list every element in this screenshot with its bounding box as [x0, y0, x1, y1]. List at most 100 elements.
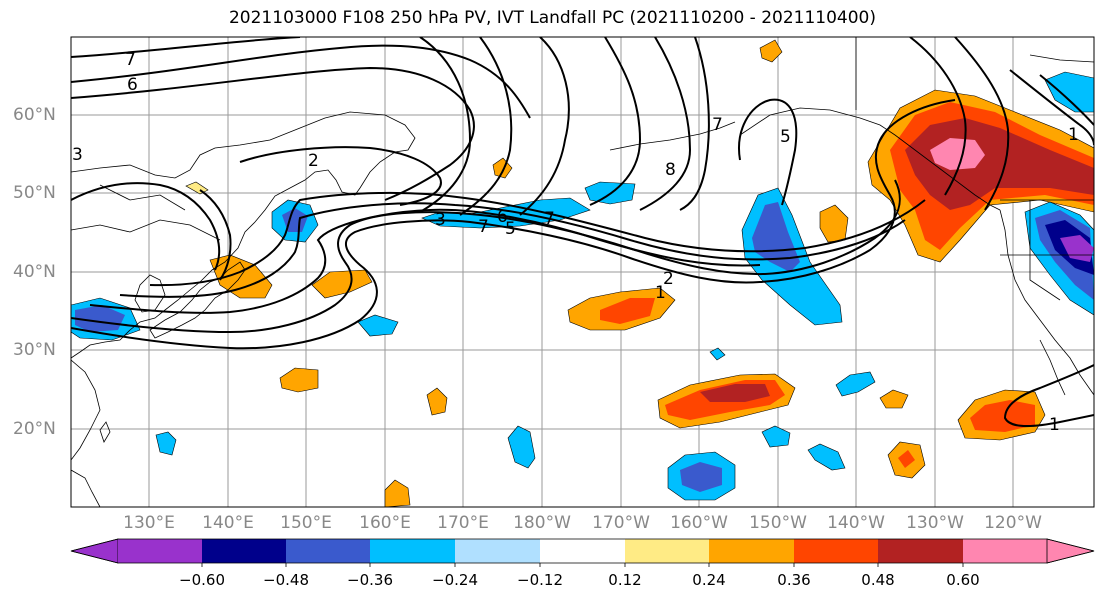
alaska-coast: [739, 107, 1001, 211]
contour-label: 5: [780, 127, 791, 147]
contour-label: 3: [72, 145, 83, 165]
taiwan: [99, 421, 111, 443]
warm-135w-inner: [898, 450, 915, 468]
pv-jet-4: [119, 202, 906, 298]
colorbar-tick-label: 0.12: [608, 571, 642, 589]
warm-160e-south: [384, 479, 411, 507]
cool-145w-south: [807, 443, 846, 471]
colorbar: [70, 538, 1095, 567]
pv-contour-east2: [954, 37, 1010, 211]
pv-contour-2-kam: [239, 146, 442, 206]
pv-contour-5-ridge: [738, 98, 798, 206]
cool-160w-small: [709, 347, 726, 361]
colorbar-bin: [455, 539, 540, 563]
contour-label: 5: [505, 219, 516, 239]
pv-contour-kamchatka: [199, 189, 232, 281]
positive-anomalies: [185, 39, 1094, 507]
colorbar-bin: [118, 539, 202, 563]
warm-170e: [426, 387, 448, 416]
pv-contour-7: [71, 37, 301, 58]
cool-dateline-south: [507, 425, 536, 469]
pv-contour-north5: [639, 37, 692, 211]
lon-label: 120°W: [984, 513, 1042, 533]
colorbar-bin: [794, 539, 878, 563]
colorbar-extend-high: [1046, 538, 1095, 564]
lon-label: 130°W: [906, 513, 964, 533]
pv-contours: [71, 37, 1094, 428]
lat-label: 40°N: [13, 262, 56, 282]
contour-label: 6: [127, 75, 138, 95]
cool-140w-south: [835, 371, 876, 397]
lat-label: 30°N: [13, 340, 56, 360]
pv-contour-north2: [459, 37, 513, 216]
coastlines: [71, 37, 1094, 507]
asia-interior-2: [99, 184, 186, 211]
colorbar-bin: [878, 539, 963, 563]
contour-label: 7: [544, 209, 555, 229]
map-title: 2021103000 F108 250 hPa PV, IVT Landfall…: [228, 8, 876, 28]
pv-jet-2: [71, 179, 901, 334]
warm-japan: [209, 254, 273, 299]
colorbar-tick-label: 0.36: [777, 571, 811, 589]
lon-label: 140°E: [202, 513, 254, 533]
pv-contour-8: [679, 37, 710, 211]
pv-contour-5: [71, 66, 475, 201]
lat-label: 50°N: [13, 183, 56, 203]
lon-label: 160°W: [670, 513, 728, 533]
colorbar-bin: [625, 539, 709, 563]
aleutian-chain: [609, 121, 736, 151]
lon-label: 140°W: [827, 513, 885, 533]
negative-anomalies: [71, 71, 1094, 501]
warm-baja-inner: [970, 400, 1035, 432]
contour-label: 1: [1049, 415, 1060, 435]
cool-150w-south: [761, 425, 791, 448]
warm-kuril-south: [311, 269, 373, 299]
korea: [134, 274, 166, 313]
colorbar-bin: [202, 539, 286, 563]
contour-label: 7: [125, 50, 136, 70]
cool-30n-160e: [357, 314, 399, 337]
colorbar-bin: [540, 539, 625, 563]
cool-hawaii-south-inner: [680, 462, 722, 492]
colorbar-tick-label: −0.24: [432, 571, 478, 589]
map-frame: [70, 36, 1095, 508]
colorbar-tick-label: 0.24: [692, 571, 726, 589]
colorbar-bin: [963, 539, 1047, 563]
pv-contour-north1: [419, 37, 472, 213]
lon-label: 160°E: [359, 513, 411, 533]
lon-label: 170°W: [592, 513, 650, 533]
contour-label: 2: [663, 269, 674, 289]
pv-jet-5: [149, 191, 926, 287]
philippines: [71, 469, 101, 507]
colorbar-outline: [70, 538, 1095, 564]
contour-label: 1: [1068, 125, 1079, 145]
lon-label: 150°W: [749, 513, 807, 533]
contour-label: 6: [497, 207, 508, 227]
map-panel: 7 6 2 3 8 5 7 6 7 5 7 2 1 1 3 1: [71, 37, 1094, 507]
lon-label: 170°E: [437, 513, 489, 533]
pv-contour-1-se: [1003, 364, 1094, 428]
colorbar-bin: [286, 539, 370, 563]
lat-label: 20°N: [13, 419, 56, 439]
colorbar-bin: [370, 539, 455, 563]
lat-label: 60°N: [13, 105, 56, 125]
asia-interior: [71, 219, 221, 241]
cool-japan-sea-inner: [75, 305, 125, 332]
warm-central-pacific-inner: [600, 298, 655, 324]
colorbar-tick-label: −0.48: [263, 571, 309, 589]
na-interior-2: [1029, 200, 1061, 301]
cool-150w-band-inner: [752, 202, 800, 272]
pv-contour-west: [71, 182, 221, 271]
baja: [1039, 339, 1066, 396]
na-west-coast: [999, 209, 1094, 396]
pv-jet-1: [71, 99, 956, 350]
asia-coast: [71, 111, 416, 359]
contour-label: 7: [712, 115, 723, 135]
contour-label: 1: [655, 283, 666, 303]
china-coast: [71, 359, 101, 461]
cool-155e: [155, 431, 177, 456]
cool-north: [1044, 71, 1094, 113]
lon-label: 180°W: [513, 513, 571, 533]
colorbar-tick-label: −0.60: [179, 571, 225, 589]
